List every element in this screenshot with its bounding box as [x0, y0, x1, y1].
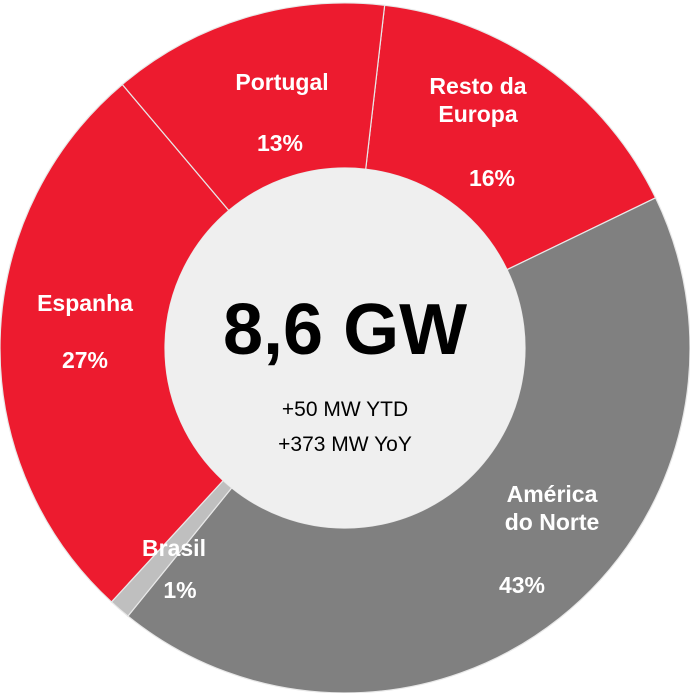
value-label: 16% — [468, 165, 516, 191]
value-label: 43% — [498, 572, 546, 598]
slice-label: Resto da Europa — [429, 73, 527, 127]
center-disc — [165, 168, 525, 528]
value-label: 13% — [256, 130, 304, 156]
slice-label: Portugal — [235, 69, 329, 95]
value-label: 1% — [163, 577, 197, 603]
value-label: 27% — [61, 347, 109, 373]
slice-label: Brasil — [142, 535, 206, 561]
center-line: +50 MW YTD — [281, 398, 409, 421]
slice-label: América do Norte — [504, 481, 600, 535]
slice-label: Espanha — [37, 290, 133, 316]
center-title: 8,6 GW — [222, 290, 468, 370]
center-line: +373 MW YoY — [278, 433, 412, 456]
